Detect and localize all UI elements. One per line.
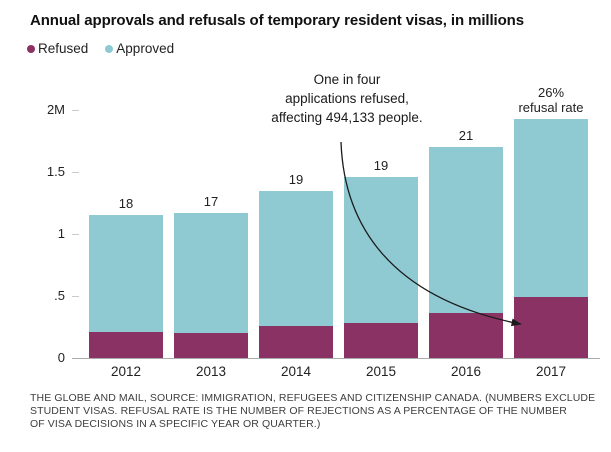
bar-group-2016 <box>429 147 503 358</box>
y-tick-label: 0 <box>57 350 65 365</box>
bar-group-2017 <box>514 119 588 358</box>
bar-group-2015 <box>344 177 418 358</box>
y-tick-mark <box>72 296 79 297</box>
y-tick-label: 1.5 <box>46 164 65 179</box>
legend-item-approved: Approved <box>105 41 174 56</box>
approved-segment <box>89 215 163 332</box>
x-tick-label: 2014 <box>280 364 312 379</box>
approved-segment <box>429 147 503 313</box>
source-note-line: STUDENT VISAS. REFUSAL RATE IS THE NUMBE… <box>30 405 567 417</box>
chart-title: Annual approvals and refusals of tempora… <box>30 12 524 29</box>
refused-segment <box>344 323 418 358</box>
y-tick-mark <box>72 110 79 111</box>
annotation-text: One in four applications refused, affect… <box>271 70 422 127</box>
approved-swatch-icon <box>105 44 114 53</box>
bar-value-label: 21 <box>458 128 474 143</box>
source-note: THE GLOBE AND MAIL, SOURCE: IMMIGRATION,… <box>30 392 595 431</box>
annotation-line: affecting 494,133 people. <box>271 110 423 125</box>
x-axis-line <box>72 358 600 359</box>
legend-item-refused: Refused <box>27 41 88 56</box>
annotation-line: applications refused, <box>285 91 409 106</box>
x-tick-label: 2015 <box>365 364 397 379</box>
x-tick-label: 2012 <box>110 364 142 379</box>
y-tick-label: .5 <box>54 288 65 303</box>
approved-segment <box>259 191 333 326</box>
bar-value-label: 19 <box>288 172 304 187</box>
refused-segment <box>259 326 333 358</box>
y-tick-mark <box>72 172 79 173</box>
approved-segment <box>174 213 248 333</box>
bar-value-label: 17 <box>203 194 219 209</box>
refused-segment <box>429 313 503 358</box>
legend-label-approved: Approved <box>116 41 175 56</box>
x-tick-label: 2013 <box>195 364 227 379</box>
approved-segment <box>344 177 418 323</box>
x-tick-label: 2016 <box>450 364 482 379</box>
bar-value-label: 19 <box>373 158 389 173</box>
refused-swatch-icon <box>27 44 35 53</box>
bar-value-label: 26% refusal rate <box>518 85 584 115</box>
y-tick-mark <box>72 234 79 235</box>
bar-value-label: 18 <box>118 196 134 211</box>
legend: Refused Approved <box>27 41 174 56</box>
y-tick-label: 1 <box>57 226 65 241</box>
bar-group-2012 <box>89 215 163 358</box>
legend-label-refused: Refused <box>38 41 89 56</box>
bar-group-2014 <box>259 191 333 358</box>
x-tick-label: 2017 <box>535 364 567 379</box>
annotation-line: One in four <box>313 72 381 87</box>
refused-segment <box>174 333 248 358</box>
approved-segment <box>514 119 588 297</box>
y-tick-label: 2M <box>46 102 65 117</box>
source-note-line: OF VISA DECISIONS IN A SPECIFIC YEAR OR … <box>30 418 321 430</box>
refused-segment <box>89 332 163 358</box>
refused-segment <box>514 297 588 358</box>
source-note-line: THE GLOBE AND MAIL, SOURCE: IMMIGRATION,… <box>30 392 596 404</box>
bar-group-2013 <box>174 213 248 358</box>
